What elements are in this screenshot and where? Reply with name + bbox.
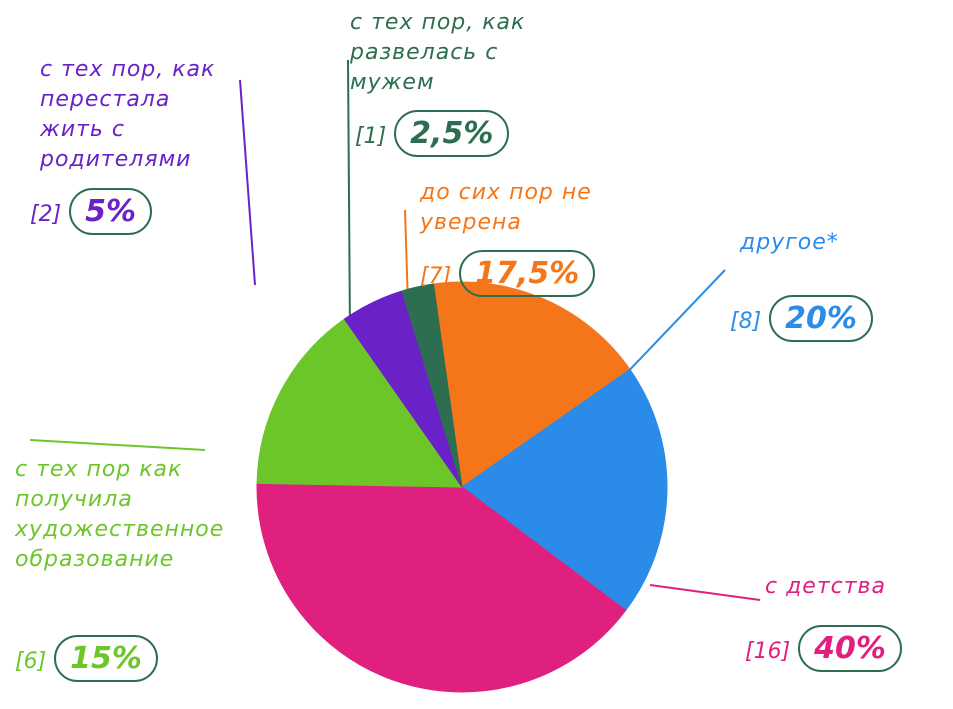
slice-label: с тех пор, как развелась с мужем [350, 10, 526, 95]
pie-slice [461, 368, 668, 612]
slice-label: другое* [740, 230, 839, 255]
value-row: [7] 17,5% [420, 250, 596, 297]
count-label: [2] [30, 202, 62, 227]
slice-label: до сих пор не уверена [420, 180, 592, 235]
value-label: 40% [798, 625, 902, 672]
value-row: [8] 20% [730, 295, 873, 342]
value-row: [6] 15% [15, 635, 158, 682]
leader-line [619, 269, 726, 381]
slice-label: с тех пор как получила художественное об… [15, 457, 225, 572]
count-label: [1] [355, 124, 387, 149]
value-label: 20% [769, 295, 873, 342]
count-label: [16] [745, 639, 791, 664]
count-label: [7] [420, 264, 452, 289]
slice-label: с тех пор, как перестала жить с родителя… [40, 57, 216, 172]
value-label: 5% [69, 188, 153, 235]
count-label: [6] [15, 649, 47, 674]
leader-line [347, 59, 351, 336]
value-label: 17,5% [459, 250, 596, 297]
leader-line [649, 584, 761, 601]
leader-line [239, 79, 256, 286]
value-label: 2,5% [394, 110, 510, 157]
leader-line [29, 439, 206, 451]
value-row: [16] 40% [745, 625, 902, 672]
value-label: 15% [54, 635, 158, 682]
count-label: [8] [730, 309, 762, 334]
pie-slice [256, 482, 627, 693]
value-row: [2] 5% [30, 188, 153, 235]
pie-slice [432, 281, 631, 488]
value-row: [1] 2,5% [355, 110, 510, 157]
pie-slice [401, 283, 463, 488]
pie-slice [256, 318, 463, 488]
slice-label: с детства [765, 574, 887, 599]
